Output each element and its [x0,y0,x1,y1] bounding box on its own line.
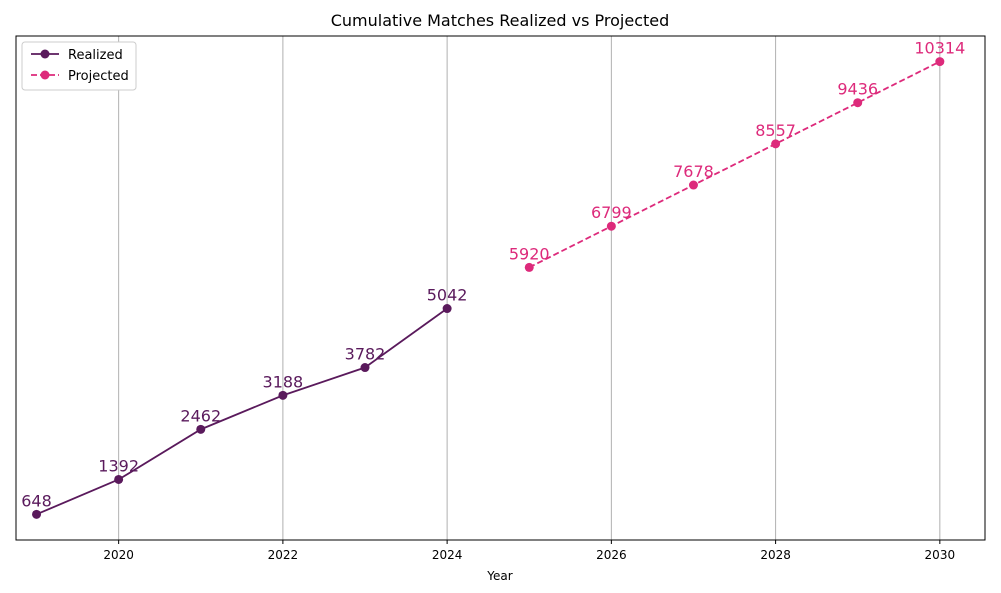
x-axis-ticks: 2020 2022 2024 2026 2028 2030 [103,540,955,562]
chart-title: Cumulative Matches Realized vs Projected [331,11,670,30]
data-point-projected-2030 [935,57,945,67]
data-label-realized-2023: 3782 [345,345,386,364]
series-layer: 648 1392 2462 3188 3782 5042 5920 6799 7678 8557 9… [21,39,965,519]
data-point-realized-2022 [278,390,288,400]
legend-marker-projected [40,70,50,80]
data-label-projected-2028: 8557 [755,121,796,140]
series-line-projected [528,60,941,269]
data-label-realized-2022: 3188 [263,372,304,391]
x-axis-label: Year [486,569,512,583]
data-point-realized-2023 [360,363,370,373]
legend-label-realized: Realized [68,48,123,63]
data-label-realized-2019: 648 [21,491,52,510]
data-label-projected-2025: 5920 [509,244,550,263]
x-tick-label-2030: 2030 [925,548,956,562]
data-label-realized-2021: 2462 [180,406,221,425]
x-tick-label-2028: 2028 [760,548,791,562]
x-tick-label-2024: 2024 [432,548,463,562]
data-label-realized-2024: 5042 [427,286,468,305]
data-point-realized-2020 [114,474,124,484]
plot-area-frame [15,35,986,541]
data-label-realized-2020: 1392 [98,456,139,475]
data-point-projected-2027 [688,180,698,190]
data-point-realized-2019 [32,509,42,519]
x-tick-label-2022: 2022 [268,548,299,562]
x-tick-label-2020: 2020 [103,548,134,562]
data-label-projected-2030: 10314 [914,39,965,58]
series-line-realized [36,307,448,516]
data-point-projected-2029 [853,98,863,108]
data-point-realized-2021 [196,424,206,434]
data-label-projected-2026: 6799 [591,203,632,222]
legend: Realized Projected [21,41,137,91]
legend-marker-realized [40,49,50,59]
data-point-projected-2028 [771,139,781,149]
data-point-projected-2025 [524,262,534,272]
data-label-projected-2027: 7678 [673,162,714,181]
legend-label-projected: Projected [68,69,129,84]
data-point-projected-2026 [606,221,616,231]
data-label-projected-2029: 9436 [837,80,878,99]
x-tick-label-2026: 2026 [596,548,627,562]
data-point-realized-2024 [442,304,452,314]
grid-lines [118,36,941,540]
